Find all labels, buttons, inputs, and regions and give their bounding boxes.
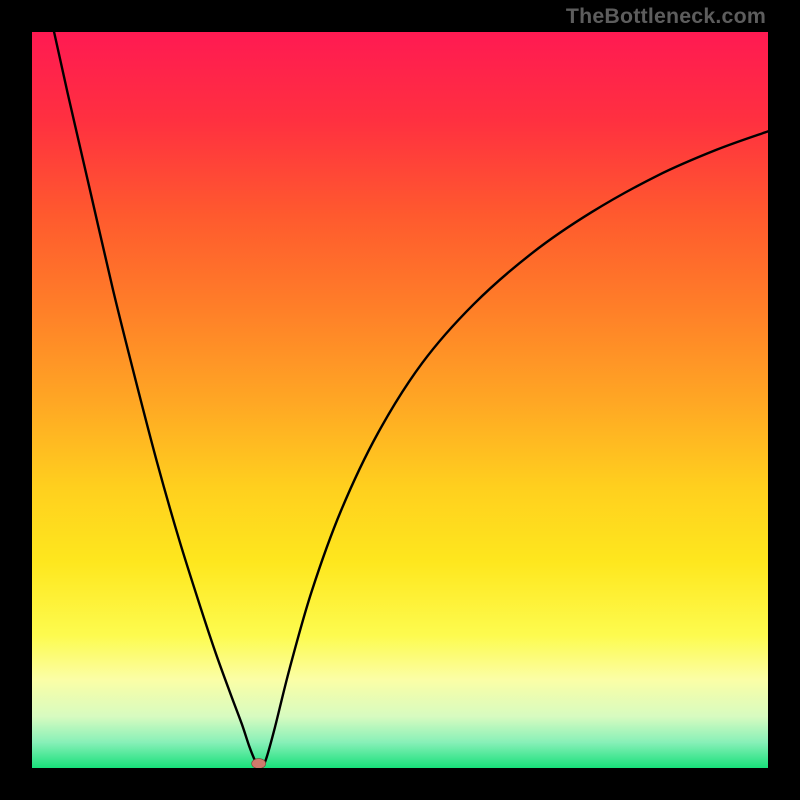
plot-area: [32, 32, 768, 768]
chart-frame: TheBottleneck.com: [0, 0, 800, 800]
minimum-marker: [252, 759, 266, 768]
curve-layer: [32, 32, 768, 768]
bottleneck-curve: [54, 32, 768, 768]
watermark-text: TheBottleneck.com: [566, 4, 766, 29]
